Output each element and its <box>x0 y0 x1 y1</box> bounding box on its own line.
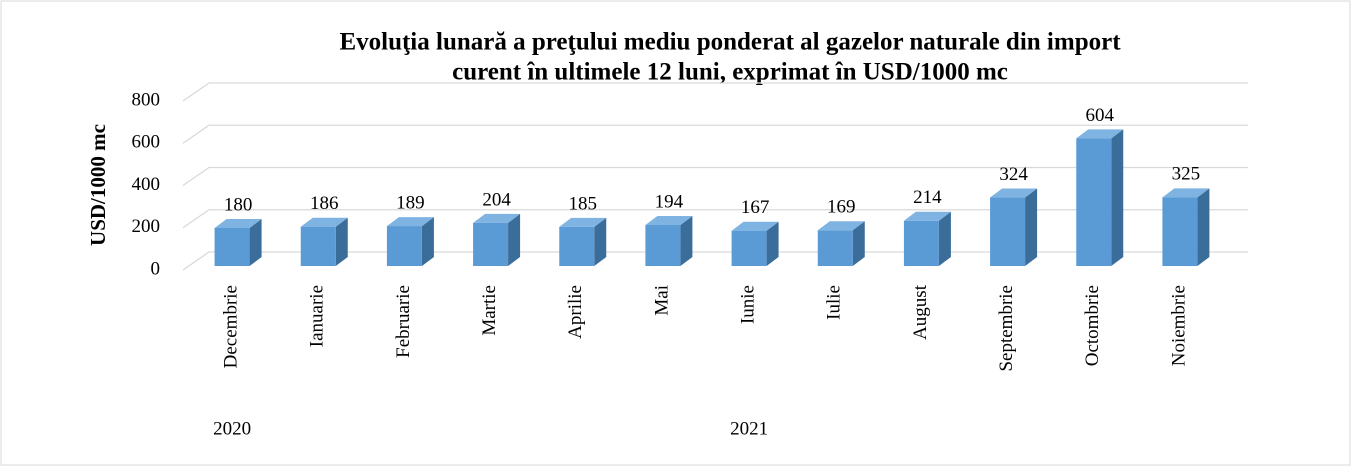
y-tick-label: 600 <box>132 132 161 153</box>
bar-top <box>559 217 607 227</box>
bar-side <box>1197 188 1210 266</box>
bar-side <box>938 211 951 266</box>
bar-side <box>421 217 434 266</box>
value-label: 194 <box>655 191 684 212</box>
value-label: 169 <box>827 197 856 218</box>
bar-top <box>903 211 951 221</box>
value-label: 204 <box>482 189 511 210</box>
bar-top <box>990 188 1038 198</box>
grid-line <box>182 166 1248 187</box>
value-label: 325 <box>1172 164 1201 185</box>
bar-side <box>594 217 607 266</box>
value-label: 214 <box>913 187 942 208</box>
bar-top <box>386 217 434 227</box>
chart-title: Evoluţia lunară a preţului mediu pondera… <box>339 29 1121 56</box>
x-tick-label: Februarie <box>393 285 414 358</box>
grid-line <box>182 209 1248 229</box>
x-tick-label: Aprilie <box>565 285 586 339</box>
bar-side <box>335 217 348 266</box>
bar-top <box>1162 188 1210 198</box>
bar-top <box>731 221 779 231</box>
x-tick-label: Martie <box>479 285 500 336</box>
grid-line <box>182 124 1248 144</box>
y-axis-label: USD/1000 mc <box>86 124 110 246</box>
bar <box>731 230 767 266</box>
x-tick-label: Octombrie <box>1082 285 1103 366</box>
x-tick-label: Noiembrie <box>1168 285 1189 366</box>
bar <box>645 225 681 266</box>
bar-top <box>1076 129 1124 139</box>
bar-side <box>249 218 262 266</box>
bar <box>1076 138 1112 266</box>
bar-side <box>1111 129 1124 266</box>
x-tick-label: Iunie <box>737 285 758 324</box>
bar <box>990 197 1026 266</box>
bar-side <box>680 216 693 266</box>
value-label: 167 <box>741 197 770 218</box>
bar <box>473 222 509 266</box>
x-tick-label: Iulie <box>824 285 845 320</box>
y-tick-label: 0 <box>151 258 161 279</box>
chart-title: curent în ultimele 12 luni, exprimat în … <box>452 59 1008 86</box>
bar-top <box>300 217 348 227</box>
y-tick-label: 400 <box>132 174 161 195</box>
y-tick-label: 200 <box>132 216 161 237</box>
value-label: 604 <box>1086 105 1115 126</box>
x-tick-label: August <box>910 284 931 340</box>
bar-top <box>473 213 521 223</box>
bar-top <box>817 221 865 231</box>
bar-side <box>1025 188 1038 266</box>
value-label: 186 <box>310 193 339 214</box>
bar <box>903 220 939 266</box>
bar-side <box>766 221 779 266</box>
value-label: 189 <box>396 192 425 213</box>
x-tick-label: Septembrie <box>996 285 1017 372</box>
category-group-label: 2020 <box>213 418 251 439</box>
bar <box>300 226 336 266</box>
x-tick-label: Decembrie <box>220 285 241 368</box>
bar <box>386 226 422 266</box>
grid-line <box>182 251 1248 271</box>
bar <box>1162 197 1198 266</box>
bar <box>559 226 595 266</box>
bar-side <box>852 221 865 266</box>
bar-top <box>214 218 262 228</box>
x-tick-label: Mai <box>651 285 672 316</box>
category-group-label: 2021 <box>730 418 768 439</box>
x-tick-label: Ianuarie <box>307 285 328 347</box>
bar-side <box>508 213 521 266</box>
value-label: 185 <box>569 193 598 214</box>
grid-line <box>182 82 1248 102</box>
bar-top <box>645 216 693 226</box>
bar <box>214 227 250 266</box>
value-label: 180 <box>224 194 253 215</box>
value-label: 324 <box>999 164 1028 185</box>
bar <box>817 230 853 266</box>
y-tick-label: 800 <box>132 89 161 110</box>
